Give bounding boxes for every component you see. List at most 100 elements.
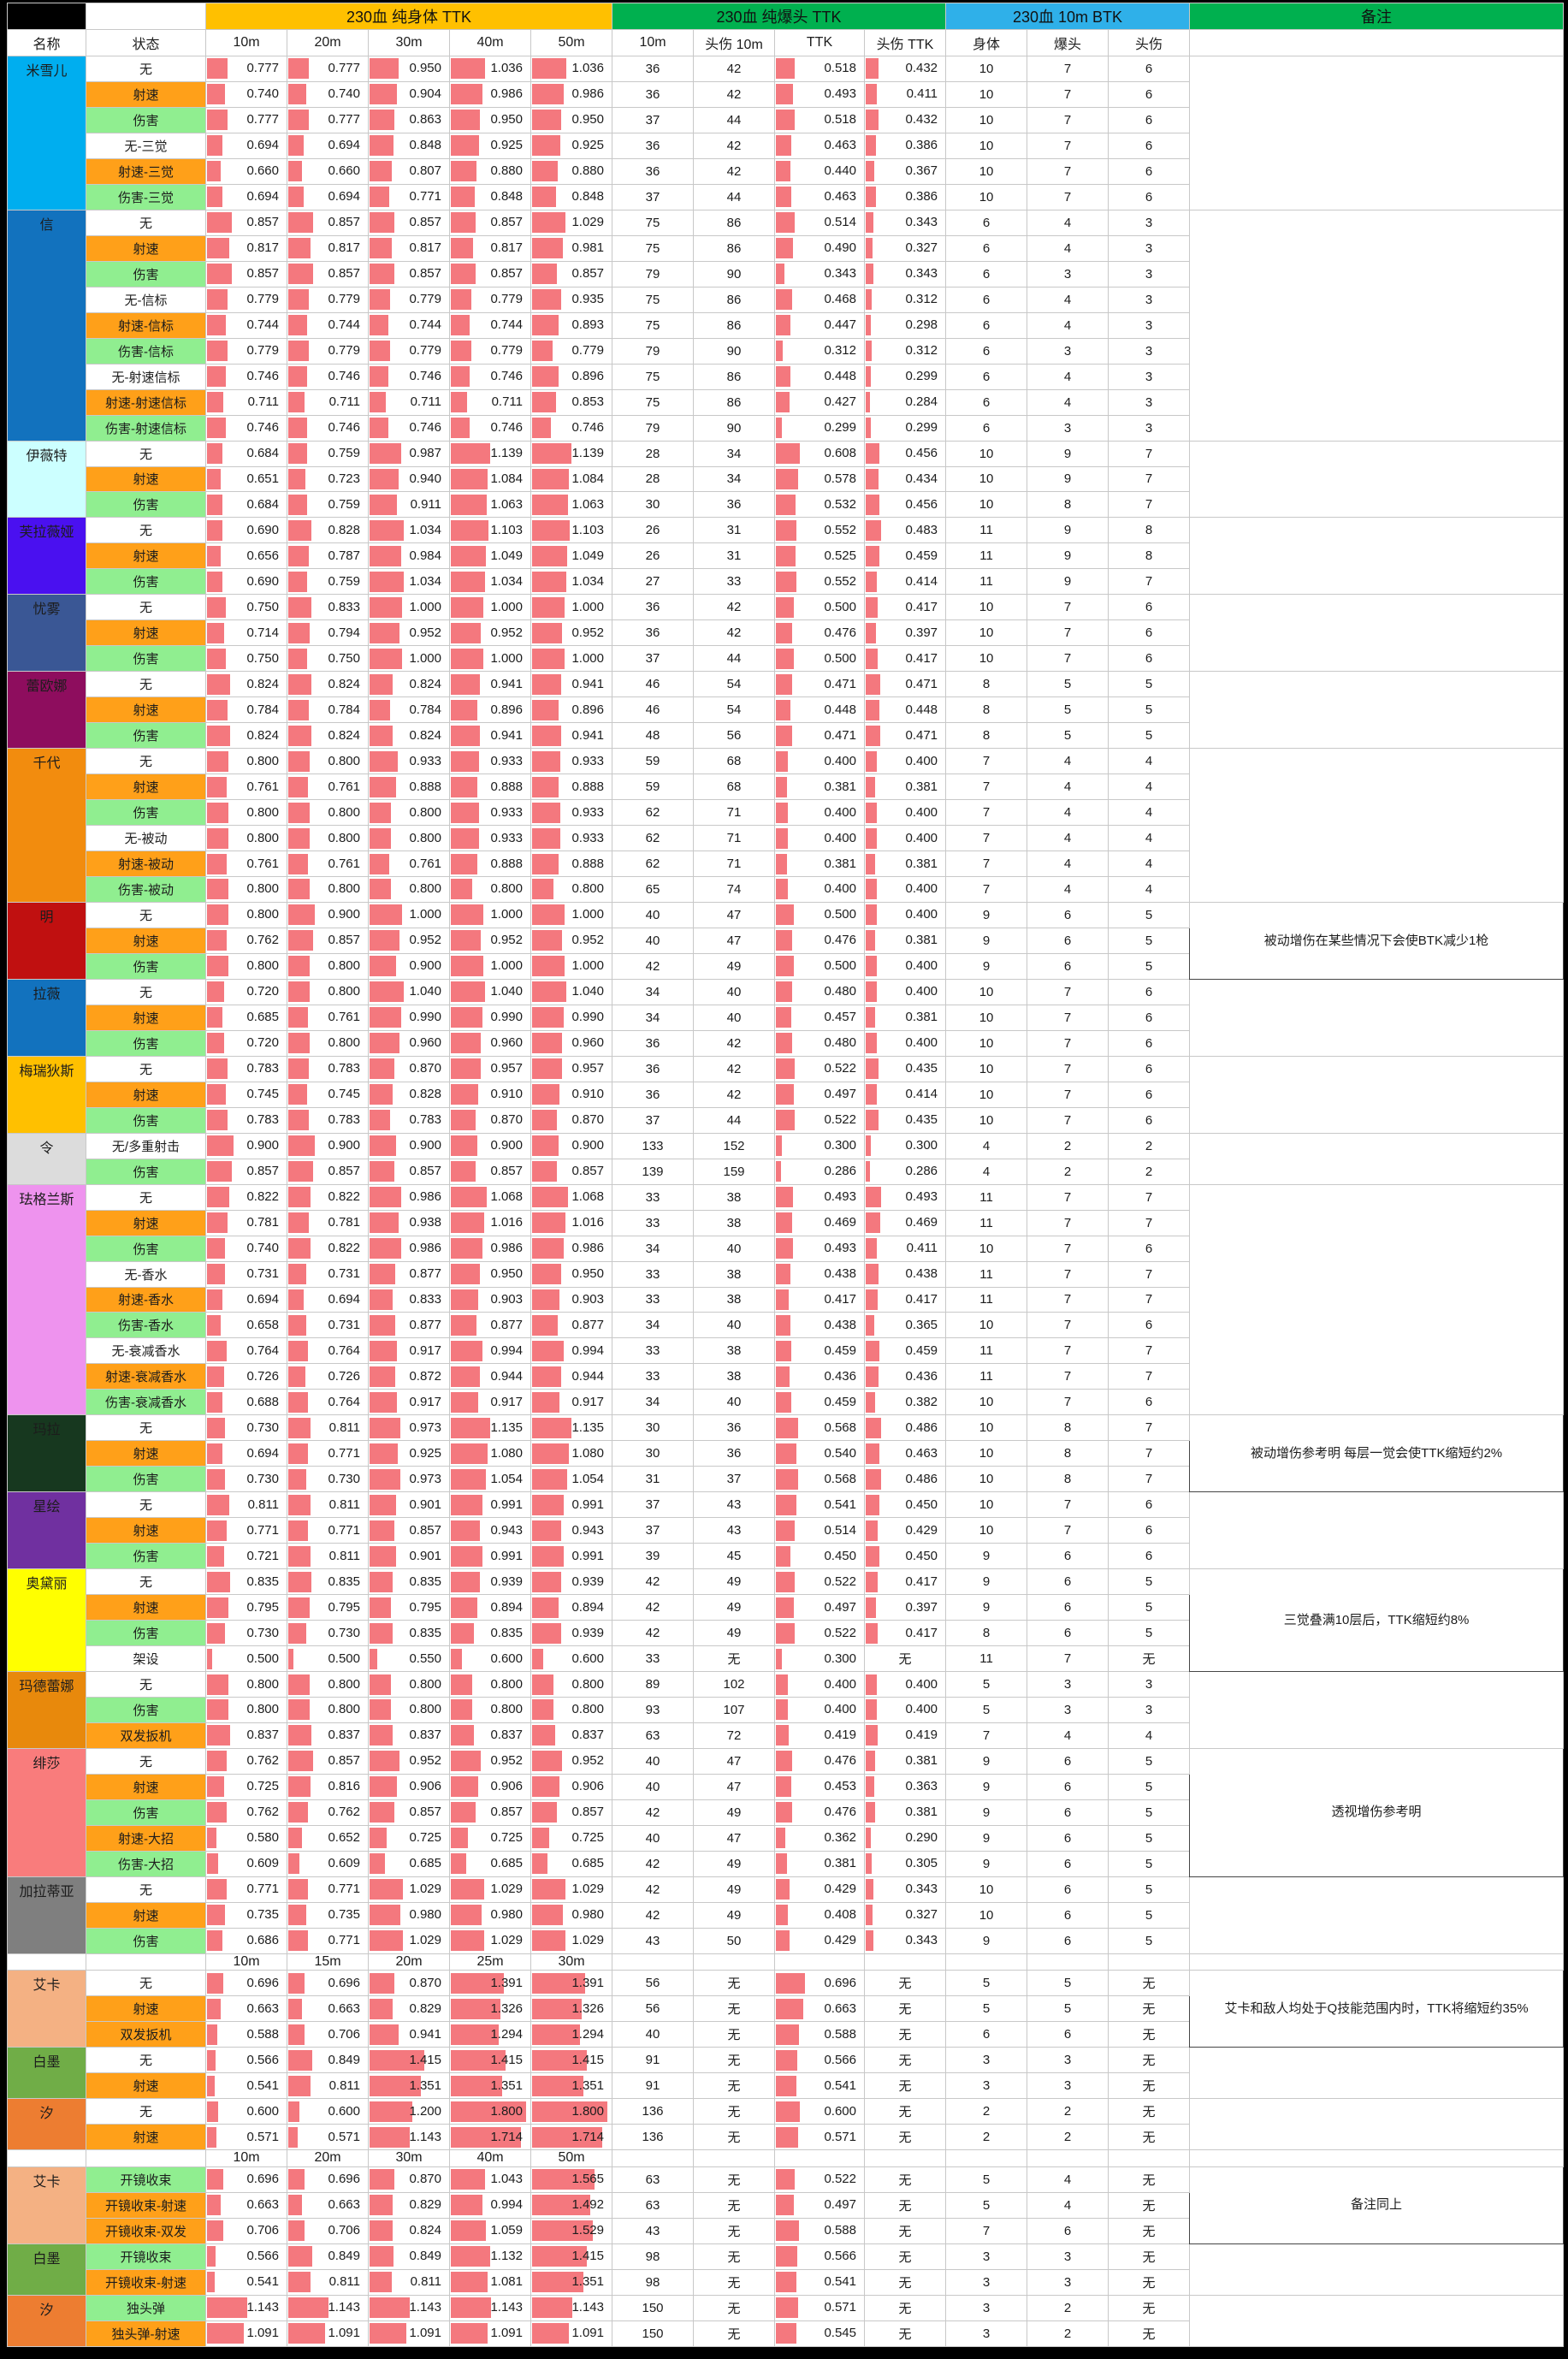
body-ttk-cell[interactable]: 0.609: [205, 1850, 287, 1877]
btk-head-cell[interactable]: 7: [1027, 1260, 1109, 1288]
btk-body-cell[interactable]: 5: [945, 2166, 1028, 2193]
body-ttk-cell[interactable]: 0.910: [449, 1081, 531, 1108]
headshot-hurt-dmg-cell[interactable]: 42: [693, 1081, 775, 1108]
body-ttk-cell[interactable]: 0.973: [368, 1414, 450, 1442]
btk-head-cell[interactable]: 9: [1027, 542, 1109, 570]
btk-head-cell[interactable]: 9: [1027, 517, 1109, 544]
body-ttk-cell[interactable]: 0.800: [530, 1697, 612, 1723]
btk-body-cell[interactable]: 3: [945, 2320, 1028, 2348]
headshot-dmg-cell[interactable]: 75: [612, 363, 694, 390]
headshot-dmg-cell[interactable]: 40: [612, 927, 694, 954]
body-ttk-cell[interactable]: 0.952: [449, 619, 531, 647]
headshot-dmg-cell[interactable]: 46: [612, 671, 694, 698]
body-ttk-cell[interactable]: 0.933: [530, 825, 612, 852]
headshot-ttk-cell[interactable]: 0.500: [774, 645, 865, 673]
status-cell[interactable]: 伤害: [86, 722, 206, 750]
btk-hurt-cell[interactable]: 7: [1108, 1209, 1191, 1236]
body-ttk-cell[interactable]: 0.771: [368, 183, 450, 210]
body-ttk-cell[interactable]: 0.900: [287, 901, 369, 928]
body-ttk-cell[interactable]: 1.091: [205, 2320, 287, 2348]
character-name-cell[interactable]: 汐: [7, 2294, 86, 2348]
body-ttk-cell[interactable]: 0.600: [205, 2098, 287, 2125]
headshot-hurt-dmg-cell[interactable]: 42: [693, 132, 775, 159]
headshot-hurt-dmg-cell[interactable]: 86: [693, 388, 775, 416]
body-ttk-cell[interactable]: 1.800: [530, 2098, 612, 2125]
btk-hurt-cell[interactable]: 6: [1108, 1491, 1191, 1519]
body-ttk-cell[interactable]: 1.034: [368, 568, 450, 596]
body-ttk-cell[interactable]: 0.696: [205, 2166, 287, 2193]
headshot-ttk-cell[interactable]: 0.299: [774, 414, 865, 442]
body-ttk-cell[interactable]: 0.663: [287, 2191, 369, 2219]
btk-hurt-cell[interactable]: 4: [1108, 825, 1191, 852]
body-ttk-cell[interactable]: 0.779: [368, 337, 450, 365]
body-ttk-cell[interactable]: 0.896: [449, 696, 531, 724]
separator-empty-cell[interactable]: [863, 1953, 947, 1971]
body-ttk-cell[interactable]: 0.906: [530, 1773, 612, 1800]
body-ttk-cell[interactable]: 0.817: [449, 234, 531, 262]
btk-hurt-cell[interactable]: 7: [1108, 1337, 1191, 1365]
distance-header-10m[interactable]: 10m: [205, 1953, 287, 1971]
headshot-dmg-cell[interactable]: 37: [612, 1517, 694, 1544]
status-cell[interactable]: 无: [86, 671, 206, 698]
body-ttk-cell[interactable]: 1.049: [530, 542, 612, 570]
headshot-ttk-cell[interactable]: 0.476: [774, 927, 865, 954]
headshot-ttk-cell[interactable]: 0.497: [774, 1594, 865, 1621]
status-cell[interactable]: 伤害-信标: [86, 337, 206, 365]
headshot-dmg-cell[interactable]: 42: [612, 1620, 694, 1647]
btk-hurt-cell[interactable]: 7: [1108, 1440, 1191, 1467]
hurt-ttk-cell[interactable]: 0.381: [863, 851, 947, 877]
headshot-ttk-cell[interactable]: 0.568: [774, 1414, 865, 1442]
body-ttk-cell[interactable]: 1.000: [530, 594, 612, 621]
hurt-ttk-cell[interactable]: 0.300: [863, 1132, 947, 1159]
btk-hurt-cell[interactable]: 5: [1108, 1927, 1191, 1954]
headshot-hurt-dmg-cell[interactable]: 74: [693, 876, 775, 903]
status-cell[interactable]: 伤害: [86, 952, 206, 980]
btk-body-cell[interactable]: 11: [945, 1286, 1028, 1313]
headshot-ttk-cell[interactable]: 0.541: [774, 2268, 865, 2296]
btk-hurt-cell[interactable]: 无: [1108, 1645, 1191, 1673]
headshot-ttk-cell[interactable]: 0.497: [774, 2191, 865, 2219]
body-ttk-cell[interactable]: 1.084: [530, 465, 612, 493]
headshot-hurt-dmg-cell[interactable]: 54: [693, 696, 775, 724]
body-ttk-cell[interactable]: 0.735: [205, 1901, 287, 1929]
headshot-ttk-cell[interactable]: 0.571: [774, 2124, 865, 2151]
headshot-ttk-cell[interactable]: 0.541: [774, 1491, 865, 1519]
headshot-hurt-dmg-cell[interactable]: 43: [693, 1491, 775, 1519]
body-ttk-cell[interactable]: 0.784: [368, 696, 450, 724]
btk-body-cell[interactable]: 7: [945, 773, 1028, 801]
headshot-dmg-cell[interactable]: 63: [612, 2191, 694, 2219]
body-ttk-cell[interactable]: 0.690: [205, 568, 287, 596]
btk-hurt-cell[interactable]: 8: [1108, 517, 1191, 544]
body-ttk-cell[interactable]: 0.706: [287, 2217, 369, 2244]
headshot-ttk-cell[interactable]: 0.400: [774, 1697, 865, 1723]
headshot-ttk-cell[interactable]: 0.417: [774, 1286, 865, 1313]
hurt-ttk-cell[interactable]: 0.400: [863, 978, 947, 1005]
body-ttk-cell[interactable]: 0.771: [287, 1440, 369, 1467]
headshot-hurt-dmg-cell[interactable]: 42: [693, 1029, 775, 1057]
headshot-hurt-dmg-cell[interactable]: 无: [693, 2166, 775, 2193]
headshot-hurt-dmg-cell[interactable]: 42: [693, 80, 775, 108]
body-ttk-cell[interactable]: 1.351: [530, 2268, 612, 2296]
body-ttk-cell[interactable]: 0.735: [287, 1901, 369, 1929]
status-cell[interactable]: 射速-衰减香水: [86, 1363, 206, 1390]
status-cell[interactable]: 射速: [86, 465, 206, 493]
body-ttk-cell[interactable]: 0.857: [287, 209, 369, 236]
body-ttk-cell[interactable]: 0.939: [530, 1620, 612, 1647]
body-ttk-cell[interactable]: 0.837: [449, 1722, 531, 1749]
body-ttk-cell[interactable]: 0.730: [205, 1414, 287, 1442]
btk-body-cell[interactable]: 10: [945, 465, 1028, 493]
body-ttk-cell[interactable]: 0.740: [287, 80, 369, 108]
body-ttk-cell[interactable]: 0.870: [368, 1970, 450, 1997]
col-header-40m[interactable]: 40m: [449, 29, 531, 56]
hurt-ttk-cell[interactable]: 0.381: [863, 927, 947, 954]
body-ttk-cell[interactable]: 0.857: [368, 260, 450, 287]
headshot-dmg-cell[interactable]: 26: [612, 542, 694, 570]
body-ttk-cell[interactable]: 0.811: [368, 2268, 450, 2296]
headshot-dmg-cell[interactable]: 59: [612, 748, 694, 775]
status-cell[interactable]: 射速: [86, 234, 206, 262]
body-ttk-cell[interactable]: 0.744: [449, 311, 531, 339]
group-header-btk[interactable]: 230血 10m BTK: [945, 3, 1191, 30]
btk-body-cell[interactable]: 5: [945, 1995, 1028, 2023]
hurt-ttk-cell[interactable]: 0.483: [863, 517, 947, 544]
body-ttk-cell[interactable]: 1.294: [530, 2021, 612, 2048]
